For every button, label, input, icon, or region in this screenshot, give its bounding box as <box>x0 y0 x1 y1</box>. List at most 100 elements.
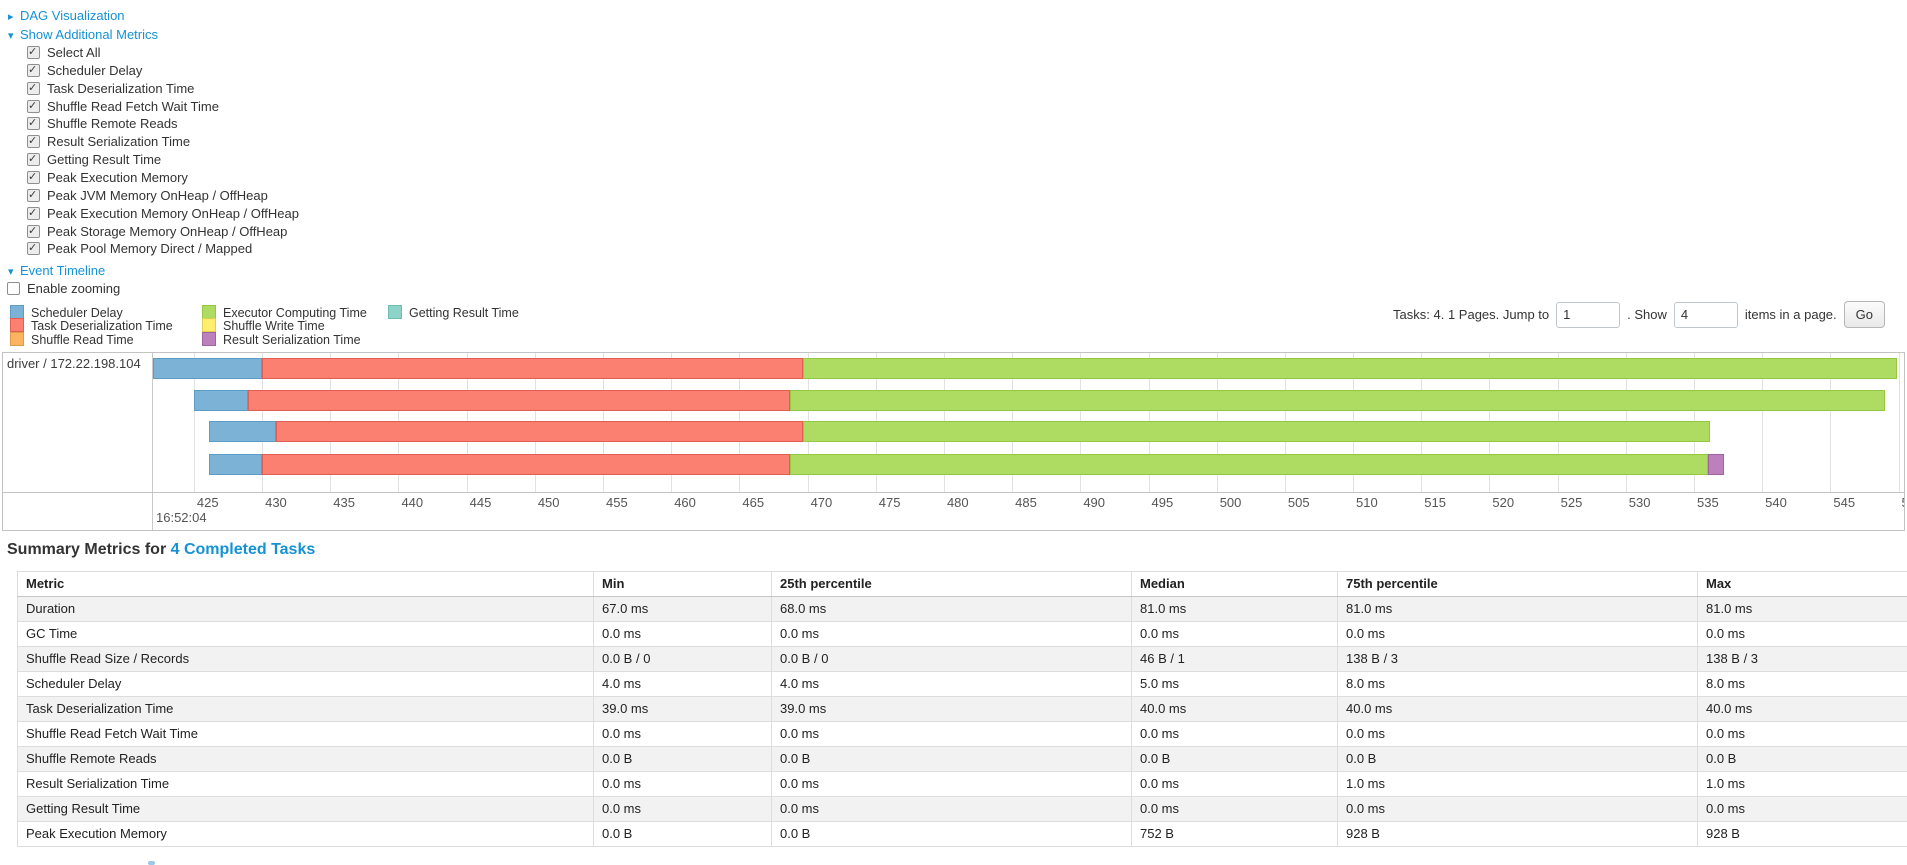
summary-metric-value: 81.0 ms <box>1697 596 1907 622</box>
checkbox-icon[interactable] <box>27 151 40 168</box>
checkbox-icon[interactable] <box>27 98 40 115</box>
checkbox-icon[interactable] <box>27 133 40 150</box>
summary-metric-value: 1.0 ms <box>1337 771 1698 797</box>
checkbox-icon[interactable] <box>7 282 20 295</box>
checkbox-icon[interactable] <box>27 62 40 79</box>
dag-visualization-toggle[interactable]: ▸ DAG Visualization <box>8 7 125 24</box>
summary-metric-value: 5.0 ms <box>1131 671 1338 697</box>
axis-tick-label: 525 <box>1560 495 1583 510</box>
legend-item-scheduler-delay: Scheduler Delay <box>10 305 173 320</box>
legend-label: Scheduler Delay <box>31 306 123 320</box>
axis-tick-label: 440 <box>401 495 424 510</box>
legend-label: Result Serialization Time <box>223 332 361 347</box>
checkbox-icon[interactable] <box>27 240 40 257</box>
summary-row-peak-execution-memory: Peak Execution Memory 0.0 B 0.0 B 752 B 928 … <box>17 821 1907 847</box>
summary-metric-value: 0.0 ms <box>1337 621 1698 647</box>
summary-col-header-25th-percentile: 25th percentile <box>771 571 1132 597</box>
axis-tick-label: 515 <box>1424 495 1446 510</box>
timeline-segment-task-deserialization[interactable] <box>275 421 804 442</box>
metric-checkbox-peak-execution-memory-onheap-offheap[interactable]: Peak Execution Memory OnHeap / OffHeap <box>27 205 299 222</box>
summary-metric-name: Shuffle Remote Reads <box>17 746 594 772</box>
go-button[interactable]: Go <box>1843 301 1885 328</box>
axis-tick-label: 445 <box>469 495 492 510</box>
axis-tick-label: 550 <box>1902 495 1904 510</box>
timeline-segment-scheduler-delay[interactable] <box>153 358 263 379</box>
checkbox-icon[interactable] <box>27 44 40 61</box>
timeline-segment-executor-computing[interactable] <box>789 390 1885 411</box>
summary-metric-value: 81.0 ms <box>1131 596 1338 622</box>
summary-metric-value: 0.0 ms <box>1131 796 1338 822</box>
timeline-task-row <box>153 390 1904 411</box>
timeline-segment-executor-computing[interactable] <box>803 421 1711 442</box>
summary-row-shuffle-remote-reads: Shuffle Remote Reads 0.0 B 0.0 B 0.0 B 0.0 B… <box>17 746 1907 772</box>
completed-tasks-link[interactable]: 4 Completed Tasks <box>170 541 316 558</box>
axis-tick-label: 435 <box>333 495 355 510</box>
enable-zooming-checkbox[interactable]: Enable zooming <box>7 280 120 297</box>
timeline-task-row <box>153 358 1904 379</box>
summary-metric-value: 40.0 ms <box>1131 696 1338 722</box>
event-timeline-toggle[interactable]: ▾ Event Timeline <box>8 262 105 279</box>
dag-visualization-link[interactable]: DAG Visualization <box>20 8 125 23</box>
checkbox-icon[interactable] <box>27 169 40 186</box>
legend-item-shuffle-write-time: Shuffle Write Time <box>202 318 367 333</box>
axis-tick-label: 465 <box>742 495 765 510</box>
metric-checkbox-peak-execution-memory[interactable]: Peak Execution Memory <box>27 169 188 186</box>
timeline-segment-task-deserialization[interactable] <box>248 390 790 411</box>
metric-checkbox-shuffle-remote-reads[interactable]: Shuffle Remote Reads <box>27 115 178 132</box>
timeline-segment-scheduler-delay[interactable] <box>193 390 249 411</box>
checkbox-icon[interactable] <box>27 187 40 204</box>
summary-metric-value: 8.0 ms <box>1697 671 1907 697</box>
metric-checkbox-scheduler-delay[interactable]: Scheduler Delay <box>27 62 142 79</box>
summary-metric-name: Shuffle Read Fetch Wait Time <box>17 721 594 747</box>
summary-metric-value: 0.0 B <box>771 746 1132 772</box>
metric-checkbox-task-deserialization-time[interactable]: Task Deserialization Time <box>27 80 194 97</box>
timeline-segment-executor-computing[interactable] <box>789 454 1708 475</box>
shuffle-read-swatch-icon <box>10 331 24 346</box>
timeline-segment-result-serialization[interactable] <box>1707 454 1724 475</box>
checkbox-icon[interactable] <box>27 115 40 132</box>
timeline-segment-task-deserialization[interactable] <box>262 358 804 379</box>
legend-column: Getting Result Time <box>388 305 519 320</box>
timeline-group-column: driver / 172.22.198.104 <box>3 353 153 530</box>
summary-metric-value: 0.0 B <box>771 821 1132 847</box>
show-additional-metrics-link[interactable]: Show Additional Metrics <box>20 27 159 42</box>
checkbox-icon[interactable] <box>27 205 40 222</box>
axis-tick-label: 425 <box>196 495 219 510</box>
axis-tick-label: 430 <box>265 495 287 510</box>
timeline-plot-area[interactable] <box>153 353 1904 492</box>
timeline-segment-task-deserialization[interactable] <box>262 454 790 475</box>
summary-metric-value: 46 B / 1 <box>1131 646 1338 672</box>
metric-checkbox-select-all[interactable]: Select All <box>27 44 100 61</box>
summary-metric-value: 0.0 ms <box>1131 721 1338 747</box>
clipped-next-section-fragment <box>148 861 155 865</box>
metric-checkbox-getting-result-time[interactable]: Getting Result Time <box>27 151 161 168</box>
summary-metric-value: 0.0 ms <box>771 796 1132 822</box>
timeline-segment-executor-computing[interactable] <box>803 358 1898 379</box>
summary-metrics-table: Metric Min 25th percentile Median 75th perce… <box>17 571 1907 847</box>
summary-metric-value: 68.0 ms <box>771 596 1132 622</box>
enable-zooming-label: Enable zooming <box>27 281 121 296</box>
checkbox-icon[interactable] <box>27 223 40 240</box>
summary-metric-name: Result Serialization Time <box>17 771 594 797</box>
checkbox-icon[interactable] <box>27 80 40 97</box>
summary-metric-value: 0.0 ms <box>1697 621 1907 647</box>
event-timeline-link[interactable]: Event Timeline <box>20 263 106 278</box>
summary-metric-value: 67.0 ms <box>593 596 772 622</box>
jump-to-page-input[interactable] <box>1556 301 1621 328</box>
summary-metric-value: 0.0 B <box>1337 746 1698 772</box>
show-additional-metrics-toggle[interactable]: ▾ Show Additional Metrics <box>8 26 158 43</box>
page-size-input[interactable] <box>1673 301 1738 328</box>
axis-gridline <box>1762 353 1764 492</box>
metric-checkbox-shuffle-read-fetch-wait-time[interactable]: Shuffle Read Fetch Wait Time <box>27 98 219 115</box>
metric-checkbox-result-serialization-time[interactable]: Result Serialization Time <box>27 133 190 150</box>
timeline-segment-scheduler-delay[interactable] <box>208 454 263 475</box>
metric-checkbox-peak-storage-memory-onheap-offheap[interactable]: Peak Storage Memory OnHeap / OffHeap <box>27 223 287 240</box>
timeline-segment-scheduler-delay[interactable] <box>208 421 276 442</box>
metric-checkbox-peak-pool-memory-direct-mapped[interactable]: Peak Pool Memory Direct / Mapped <box>27 240 252 257</box>
legend-item-getting-result-time: Getting Result Time <box>388 305 519 320</box>
summary-row-gc-time: GC Time 0.0 ms 0.0 ms 0.0 ms 0.0 ms 0.0 ms <box>17 621 1907 647</box>
metric-checkbox-label: Getting Result Time <box>47 152 162 168</box>
legend-item-result-serialization-time: Result Serialization Time <box>202 331 367 347</box>
metric-checkbox-peak-jvm-memory-onheap-offheap[interactable]: Peak JVM Memory OnHeap / OffHeap <box>27 187 268 204</box>
summary-row-task-deserialization-time: Task Deserialization Time 39.0 ms 39.0 ms 4… <box>17 696 1907 722</box>
